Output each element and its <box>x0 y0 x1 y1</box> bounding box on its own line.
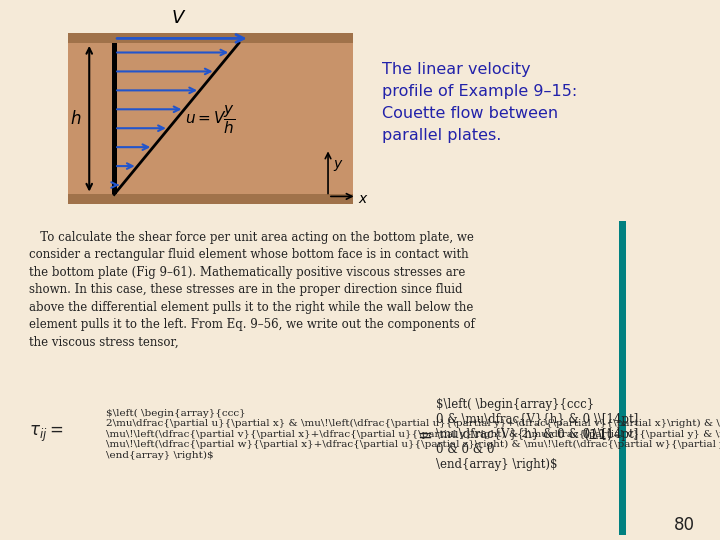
Text: $=$: $=$ <box>414 426 433 443</box>
Bar <box>619 221 626 535</box>
Text: $\tau_{ij} = $: $\tau_{ij} = $ <box>30 424 63 444</box>
Text: $u = V\dfrac{y}{h}$: $u = V\dfrac{y}{h}$ <box>185 103 235 136</box>
Text: $\left( \begin{array}{ccc}
0 & \mu\dfrac{V}{h} & 0 \\[14pt]
\mu\dfrac{V}{h} & 0 : $\left( \begin{array}{ccc} 0 & \mu\dfrac… <box>436 398 638 471</box>
Text: $h$: $h$ <box>70 110 81 128</box>
Text: $\left( \begin{array}{ccc}
2\mu\dfrac{\partial u}{\partial x} & \mu\!\left(\dfra: $\left( \begin{array}{ccc} 2\mu\dfrac{\p… <box>107 409 720 460</box>
Polygon shape <box>68 33 353 43</box>
Text: The linear velocity
profile of Example 9–15:
Couette flow between
parallel plate: The linear velocity profile of Example 9… <box>382 62 577 143</box>
Text: To calculate the shear force per unit area acting on the bottom plate, we
consid: To calculate the shear force per unit ar… <box>30 231 475 349</box>
Text: $x$: $x$ <box>359 192 369 206</box>
Polygon shape <box>68 194 353 204</box>
Text: $(11)$: $(11)$ <box>583 427 613 442</box>
Bar <box>112 43 117 194</box>
Text: $y$: $y$ <box>333 158 344 173</box>
Polygon shape <box>68 43 353 194</box>
Text: $V$: $V$ <box>171 9 186 27</box>
Text: 80: 80 <box>674 516 696 534</box>
